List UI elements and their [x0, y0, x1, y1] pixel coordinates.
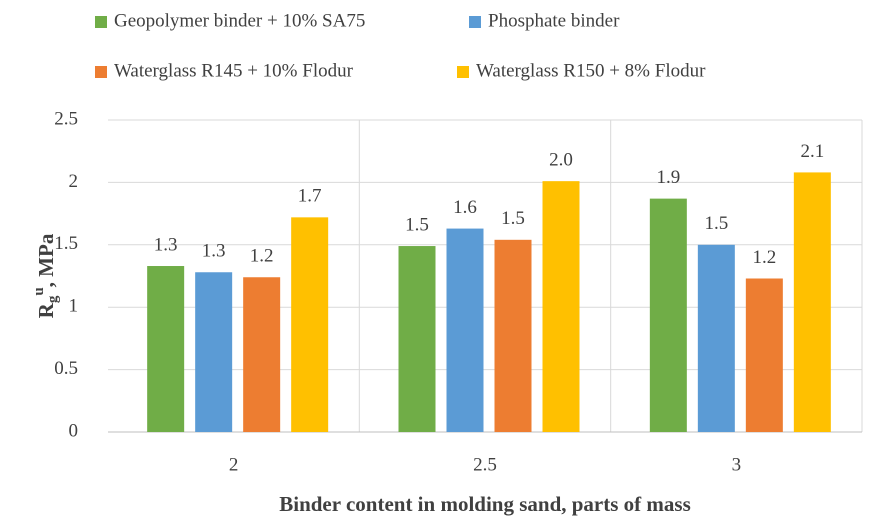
data-label: 1.5: [405, 214, 429, 235]
bar: [446, 228, 484, 432]
data-label: 1.6: [453, 197, 477, 218]
legend-label: Waterglass R150 + 8% Flodur: [476, 60, 706, 81]
y-tick-label: 2: [69, 171, 79, 192]
data-label: 1.7: [298, 186, 322, 207]
y-tick-label: 2.5: [54, 108, 78, 129]
legend-label: Geopolymer binder + 10% SA75: [114, 10, 365, 31]
y-tick-label: 0.5: [54, 358, 78, 379]
legend-label: Waterglass R145 + 10% Flodur: [114, 60, 354, 81]
x-axis-label: Binder content in molding sand, parts of…: [279, 492, 691, 516]
bar: [195, 272, 233, 432]
y-tick-label: 0: [69, 420, 79, 441]
data-label: 1.2: [752, 247, 776, 268]
legend-swatch: [95, 66, 107, 78]
bar: [793, 172, 831, 432]
data-label: 1.9: [656, 167, 680, 188]
data-label: 1.5: [501, 208, 525, 229]
y-label-base: R: [34, 302, 58, 318]
bar: [147, 266, 185, 432]
data-label: 2.1: [800, 141, 824, 162]
x-tick-label: 2.5: [473, 454, 497, 475]
legend-swatch: [457, 66, 469, 78]
legend-label: Phosphate binder: [488, 10, 620, 31]
bar: [542, 181, 580, 432]
bar: [745, 278, 783, 432]
bar: [697, 244, 735, 432]
legend-swatch: [469, 16, 481, 28]
x-tick-label: 3: [732, 454, 742, 475]
bar: [243, 277, 281, 432]
legend-swatch: [95, 16, 107, 28]
y-label-sup: u: [31, 287, 47, 295]
y-tick-label: 1: [69, 296, 79, 317]
y-tick-label: 1.5: [54, 233, 78, 254]
data-label: 1.2: [250, 246, 274, 267]
data-label: 1.3: [202, 241, 226, 262]
y-label-rest: , MPa: [34, 233, 58, 287]
y-label-sub: g: [45, 295, 61, 303]
x-tick-label: 2: [229, 454, 239, 475]
bar: [649, 198, 687, 432]
bar: [291, 217, 329, 432]
y-axis-label: Rgu, MPa: [31, 233, 61, 318]
data-label: 1.5: [704, 213, 728, 234]
bar: [398, 246, 436, 432]
data-label: 1.3: [154, 234, 178, 255]
data-label: 2.0: [549, 150, 573, 171]
bar: [494, 239, 532, 432]
